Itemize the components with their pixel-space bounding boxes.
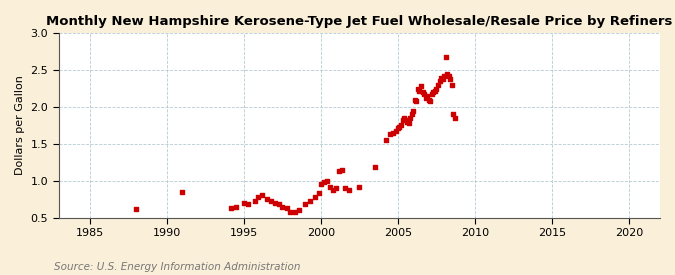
Title: Monthly New Hampshire Kerosene-Type Jet Fuel Wholesale/Resale Price by Refiners: Monthly New Hampshire Kerosene-Type Jet … <box>46 15 672 28</box>
Point <box>243 202 254 207</box>
Point <box>252 195 263 199</box>
Point <box>421 96 431 100</box>
Point <box>391 128 402 133</box>
Point <box>309 195 320 199</box>
Point <box>130 207 141 211</box>
Point <box>238 201 249 205</box>
Point <box>369 165 380 170</box>
Point <box>399 116 410 120</box>
Point <box>328 187 339 192</box>
Point <box>285 210 296 214</box>
Point <box>289 210 300 214</box>
Point <box>439 74 450 78</box>
Point <box>394 125 405 129</box>
Point <box>331 186 342 190</box>
Point <box>408 109 418 113</box>
Point <box>417 90 428 95</box>
Point <box>392 125 403 130</box>
Text: Source: U.S. Energy Information Administration: Source: U.S. Energy Information Administ… <box>54 262 300 272</box>
Point <box>440 55 451 59</box>
Point <box>337 167 348 172</box>
Point <box>396 123 406 128</box>
Point <box>431 86 442 91</box>
Point <box>433 83 443 87</box>
Point <box>334 169 345 173</box>
Point <box>397 118 408 122</box>
Point <box>321 178 332 183</box>
Point <box>314 191 325 196</box>
Point <box>402 120 412 124</box>
Point <box>416 84 427 89</box>
Point <box>380 138 391 142</box>
Y-axis label: Dollars per Gallon: Dollars per Gallon <box>15 76 25 175</box>
Point <box>294 208 304 212</box>
Point <box>437 77 448 81</box>
Point <box>411 99 422 103</box>
Point <box>385 132 396 136</box>
Point <box>448 112 459 117</box>
Point <box>354 185 364 189</box>
Point <box>256 193 267 198</box>
Point <box>315 182 326 187</box>
Point <box>231 204 242 209</box>
Point <box>403 121 414 125</box>
Point <box>274 202 285 207</box>
Point <box>423 97 434 102</box>
Point <box>325 185 335 189</box>
Point <box>443 74 454 78</box>
Point <box>418 92 429 96</box>
Point <box>319 180 329 185</box>
Point <box>446 83 457 87</box>
Point <box>388 131 399 135</box>
Point <box>429 89 440 93</box>
Point <box>406 112 417 117</box>
Point <box>435 75 446 80</box>
Point <box>434 79 445 83</box>
Point <box>277 204 288 209</box>
Point <box>425 99 435 103</box>
Point <box>261 197 272 201</box>
Point <box>300 202 310 207</box>
Point <box>304 199 315 204</box>
Point <box>422 94 433 98</box>
Point <box>412 86 423 91</box>
Point <box>400 117 411 122</box>
Point <box>266 199 277 204</box>
Point <box>226 206 237 210</box>
Point <box>445 77 456 81</box>
Point <box>269 201 280 205</box>
Point <box>442 72 453 76</box>
Point <box>410 97 421 102</box>
Point <box>340 186 351 190</box>
Point <box>281 206 292 210</box>
Point <box>414 89 425 93</box>
Point <box>249 199 260 203</box>
Point <box>177 189 188 194</box>
Point <box>343 188 354 192</box>
Point <box>450 116 460 120</box>
Point <box>428 90 439 95</box>
Point <box>405 116 416 120</box>
Point <box>427 92 437 96</box>
